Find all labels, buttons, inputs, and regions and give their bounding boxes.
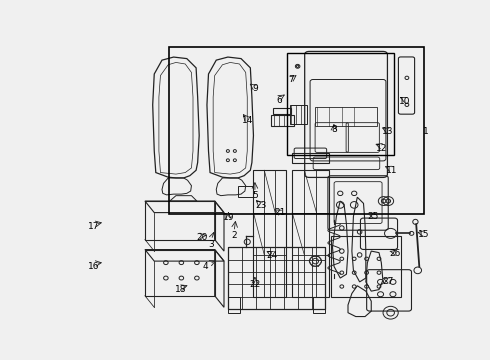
Text: 21: 21 — [274, 208, 285, 217]
Text: 13: 13 — [382, 127, 393, 136]
Text: 3: 3 — [208, 240, 214, 249]
Text: 1: 1 — [423, 127, 429, 136]
Text: 20: 20 — [196, 233, 207, 242]
Text: 22: 22 — [249, 280, 261, 289]
Text: 27: 27 — [382, 277, 393, 286]
Text: 14: 14 — [242, 116, 253, 125]
Text: 26: 26 — [390, 249, 401, 258]
Text: 8: 8 — [332, 125, 338, 134]
Text: 19: 19 — [222, 213, 234, 222]
Text: 12: 12 — [376, 144, 388, 153]
Text: 9: 9 — [252, 85, 258, 94]
Text: 16: 16 — [88, 262, 99, 271]
Text: 10: 10 — [399, 97, 411, 106]
Text: 4: 4 — [203, 262, 208, 271]
Text: 7: 7 — [288, 75, 294, 84]
Text: 18: 18 — [175, 285, 187, 294]
Text: 25: 25 — [367, 212, 378, 221]
Text: 23: 23 — [255, 201, 266, 210]
Text: 6: 6 — [277, 95, 282, 104]
Text: 15: 15 — [418, 230, 430, 239]
Text: 11: 11 — [386, 166, 397, 175]
Text: 5: 5 — [252, 191, 258, 200]
Text: 17: 17 — [88, 222, 99, 231]
Text: 24: 24 — [267, 251, 278, 260]
Text: 2: 2 — [231, 231, 237, 240]
